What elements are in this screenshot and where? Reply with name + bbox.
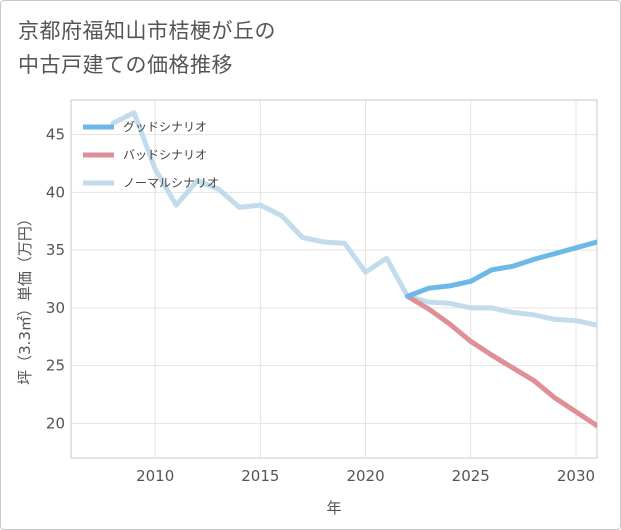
y-tick-label: 30 xyxy=(46,299,65,317)
x-axis-title: 年 xyxy=(326,499,341,517)
legend-label: バッドシナリオ xyxy=(123,148,207,162)
x-tick-label: 2020 xyxy=(346,467,384,485)
chart-title: 京都府福知山市桔梗が丘の 中古戸建ての価格推移 xyxy=(18,14,276,82)
y-tick-label: 40 xyxy=(46,183,65,201)
legend-label: グッドシナリオ xyxy=(123,120,207,134)
plot-area xyxy=(70,99,598,459)
x-tick-label: 2015 xyxy=(241,467,279,485)
x-tick-label: 2030 xyxy=(557,467,595,485)
legend-label: ノーマルシナリオ xyxy=(123,176,219,190)
series-lines xyxy=(110,110,597,429)
series-line-0 xyxy=(405,239,597,299)
y-tick-label: 35 xyxy=(46,241,65,259)
y-tick-label: 25 xyxy=(46,357,65,375)
x-tick-label: 2010 xyxy=(136,467,174,485)
x-tick-label: 2025 xyxy=(452,467,490,485)
y-tick-label: 45 xyxy=(46,126,65,144)
x-tick-labels: 2010 2015 2020 2025 2030 xyxy=(136,467,595,485)
series-line-2 xyxy=(110,110,597,328)
y-tick-labels: 20 25 30 35 40 45 xyxy=(46,126,65,433)
y-axis-title: 坪（3.3㎡）単価（万円） xyxy=(16,211,34,385)
chart-title-line-2: 中古戸建ての価格推移 xyxy=(18,53,233,77)
chart-title-line-1: 京都府福知山市桔梗が丘の xyxy=(18,19,276,43)
y-tick-label: 20 xyxy=(46,414,65,432)
series-line-1 xyxy=(405,293,597,429)
